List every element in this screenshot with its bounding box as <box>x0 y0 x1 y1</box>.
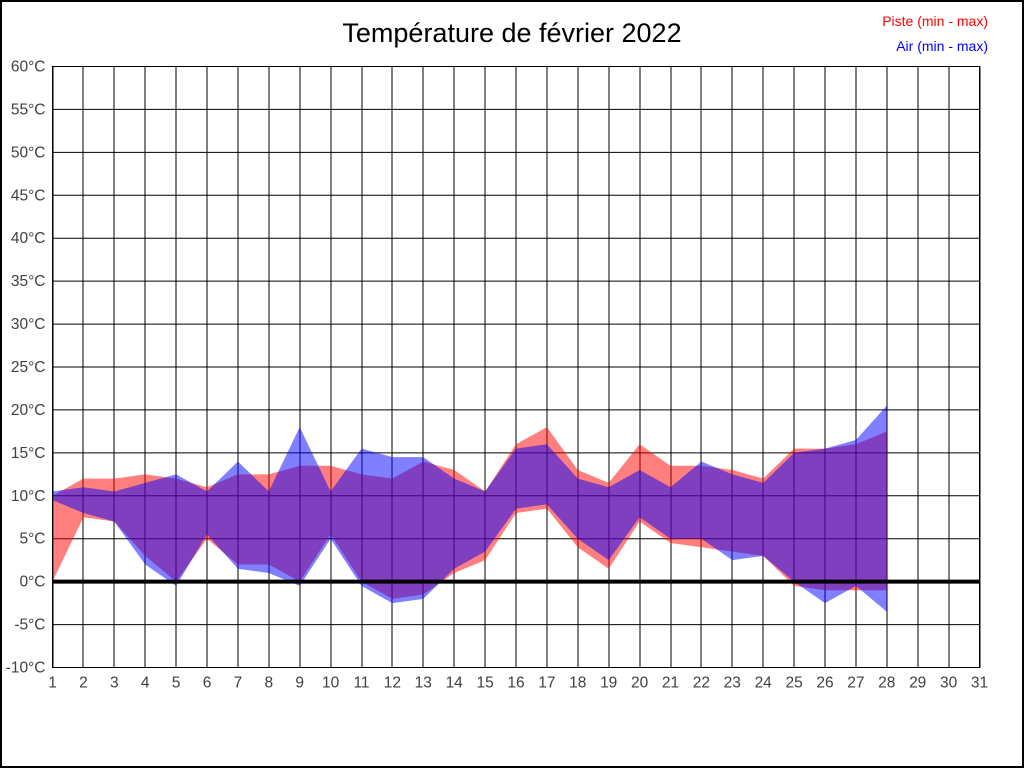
x-tick-label: 15 <box>476 675 493 692</box>
y-tick-label: -5°C <box>14 617 45 634</box>
y-tick-label: -10°C <box>6 660 46 677</box>
x-tick-label: 7 <box>234 675 243 692</box>
x-tick-label: 19 <box>600 675 617 692</box>
y-tick-label: 20°C <box>11 402 46 419</box>
x-tick-label: 1 <box>48 675 57 692</box>
x-tick-label: 25 <box>785 675 802 692</box>
x-tick-label: 6 <box>203 675 212 692</box>
x-tick-label: 30 <box>940 675 958 692</box>
y-tick-label: 25°C <box>11 359 46 376</box>
x-tick-label: 3 <box>110 675 119 692</box>
x-tick-label: 31 <box>971 675 988 692</box>
x-tick-label: 10 <box>322 675 340 692</box>
y-tick-label: 0°C <box>19 574 45 591</box>
air-range-band <box>52 405 887 612</box>
x-tick-label: 21 <box>662 675 679 692</box>
y-tick-label: 10°C <box>11 488 46 505</box>
y-tick-label: 45°C <box>11 187 46 204</box>
x-tick-label: 27 <box>847 675 864 692</box>
x-tick-label: 23 <box>724 675 741 692</box>
y-tick-label: 40°C <box>11 230 46 247</box>
x-tick-label: 18 <box>569 675 586 692</box>
x-tick-label: 12 <box>384 675 401 692</box>
x-tick-label: 13 <box>415 675 432 692</box>
x-tick-label: 26 <box>816 675 833 692</box>
x-tick-label: 11 <box>353 675 369 692</box>
y-tick-label: 55°C <box>11 101 46 118</box>
legend-item-piste: Piste (min - max) <box>882 13 988 29</box>
y-tick-label: 60°C <box>11 59 46 76</box>
chart-title: Température de février 2022 <box>342 18 682 48</box>
x-tick-label: 24 <box>755 675 773 692</box>
x-tick-label: 17 <box>538 675 555 692</box>
x-tick-label: 5 <box>172 675 181 692</box>
legend: Piste (min - max) Air (min - max) <box>882 9 988 59</box>
x-tick-label: 22 <box>693 675 710 692</box>
legend-item-air: Air (min - max) <box>896 38 988 54</box>
x-tick-label: 2 <box>79 675 88 692</box>
y-tick-label: 35°C <box>11 273 46 290</box>
x-tick-label: 9 <box>295 675 304 692</box>
x-tick-label: 29 <box>909 675 926 692</box>
x-tick-label: 4 <box>141 675 150 692</box>
x-tick-label: 16 <box>507 675 524 692</box>
plot-border <box>52 66 980 668</box>
x-tick-label: 14 <box>446 675 464 692</box>
x-tick-label: 20 <box>631 675 649 692</box>
x-tick-label: 8 <box>264 675 273 692</box>
y-tick-label: 15°C <box>11 445 46 462</box>
y-tick-label: 5°C <box>19 531 45 548</box>
x-tick-label: 28 <box>878 675 895 692</box>
y-tick-label: 30°C <box>11 316 46 333</box>
y-tick-label: 50°C <box>11 144 46 161</box>
